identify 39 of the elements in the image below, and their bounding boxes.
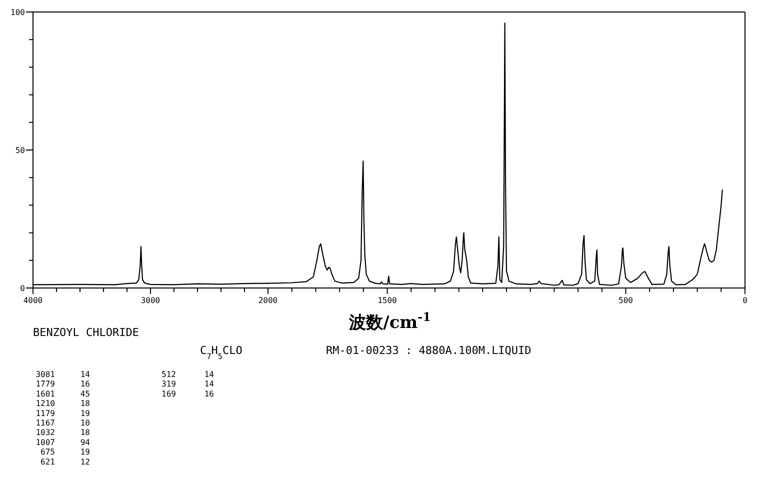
text: BENZOYL CHLORIDE xyxy=(33,326,139,339)
text: 621 xyxy=(40,457,56,466)
text: 1210 xyxy=(36,399,56,408)
x-tick-label: 4000 xyxy=(23,296,43,305)
text: 1167 xyxy=(36,418,56,428)
text: RM-01-00233 : 4880A.100M.LIQUID xyxy=(326,344,532,357)
x-tick-label: 500 xyxy=(618,296,634,305)
text: 19 xyxy=(80,408,90,418)
text: 1179 xyxy=(36,408,56,418)
y-tick-label: 100 xyxy=(10,8,26,17)
text: 319 xyxy=(162,380,176,389)
text: 1779 xyxy=(36,380,56,389)
text: 675 xyxy=(40,448,56,457)
text: 14 xyxy=(204,380,214,389)
text: 12 xyxy=(80,457,90,466)
x-tick-label: 3000 xyxy=(140,296,160,305)
x-tick-label: 1500 xyxy=(378,296,398,305)
text: 94 xyxy=(80,438,90,447)
text: 16 xyxy=(80,380,90,389)
text: 1601 xyxy=(36,389,56,398)
x-tick-label: 0 xyxy=(742,296,748,305)
text: 14 xyxy=(80,370,90,379)
y-tick-label: 50 xyxy=(15,146,26,155)
text: 3081 xyxy=(36,370,56,379)
text: 18 xyxy=(80,428,90,438)
text: 45 xyxy=(80,389,90,398)
text: 512 xyxy=(162,370,176,379)
text: 10 xyxy=(80,418,90,428)
x-tick-label: 2000 xyxy=(258,296,278,305)
text: C$_{7}$H$_{5}$CLO xyxy=(200,344,242,360)
x-axis-title: 波数/cm$^{-1}$ xyxy=(348,310,431,333)
text: 19 xyxy=(80,448,90,457)
text: 14 xyxy=(204,370,214,379)
text: 18 xyxy=(80,399,90,408)
text: 1007 xyxy=(36,438,56,447)
text: 1032 xyxy=(36,428,56,438)
text: 16 xyxy=(204,389,214,398)
y-tick-label: 0 xyxy=(20,284,26,293)
text: 169 xyxy=(162,389,176,398)
